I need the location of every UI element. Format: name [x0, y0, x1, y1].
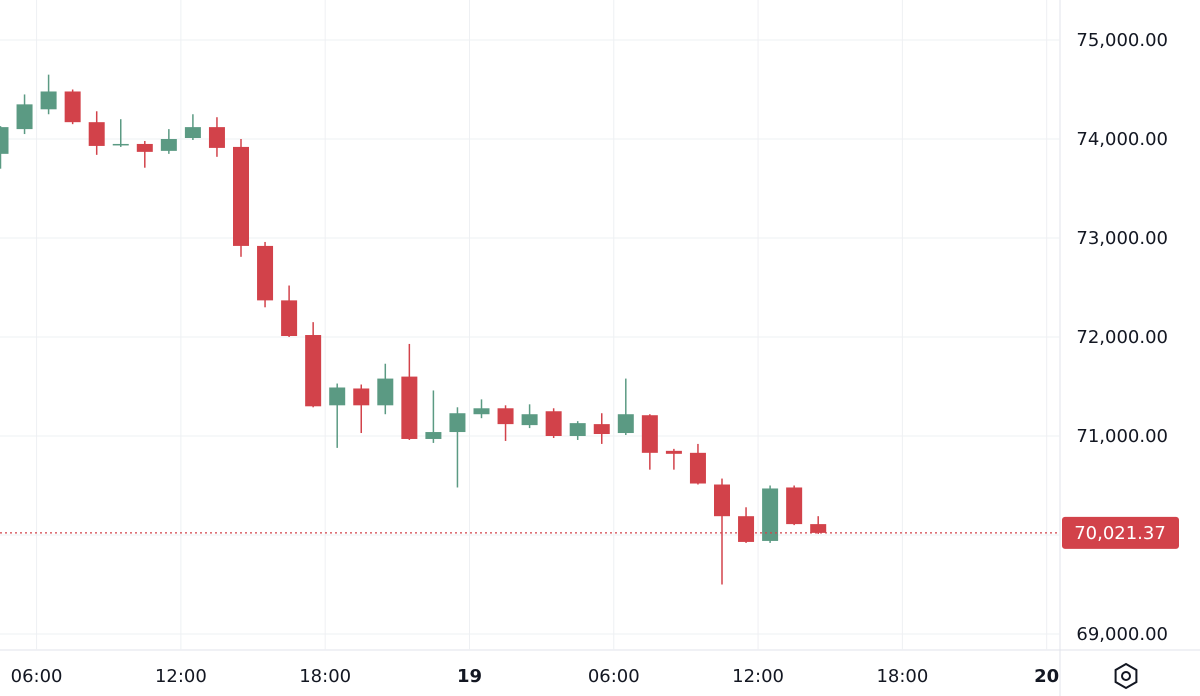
candle — [257, 241, 274, 308]
candle-body — [425, 432, 442, 439]
candle-body — [329, 387, 346, 406]
candle-body — [16, 104, 33, 130]
y-tick-label: 72,000.00 — [1076, 327, 1168, 348]
candle-body — [665, 450, 682, 454]
x-axis: 06:00 12:00 18:00 19 06:00 12:00 18:00 20 — [11, 666, 1060, 687]
candle — [569, 421, 586, 440]
candle — [40, 74, 57, 115]
candle-body — [545, 411, 562, 436]
current-price-label: 70,021.37 — [1074, 523, 1166, 544]
candle-body — [497, 408, 514, 425]
candle-body — [184, 127, 201, 139]
candle — [64, 89, 81, 125]
candle-body — [449, 413, 466, 433]
candle-body — [617, 414, 634, 434]
x-tick-label: 18:00 — [299, 666, 351, 687]
x-tick-label: 12:00 — [155, 666, 207, 687]
candle — [136, 140, 153, 168]
candle-body — [738, 516, 755, 542]
current-price-badge — [1062, 516, 1179, 549]
candle — [641, 414, 658, 470]
candle-body — [786, 487, 803, 525]
candle — [112, 119, 129, 147]
candle-body — [401, 376, 418, 439]
x-tick-label: 12:00 — [732, 666, 784, 687]
candle — [0, 126, 9, 169]
candle — [305, 322, 322, 408]
candle — [16, 94, 33, 135]
x-tick-label: 19 — [457, 666, 482, 687]
candle — [233, 139, 249, 257]
candle-body — [593, 424, 610, 435]
candle — [545, 408, 562, 438]
candle — [738, 507, 755, 543]
candle — [377, 363, 394, 415]
candle-body — [521, 414, 538, 426]
y-tick-label: 74,000.00 — [1076, 129, 1168, 150]
candle-body — [641, 415, 658, 453]
candle-body — [64, 91, 81, 123]
candle-body — [40, 91, 57, 110]
candle — [281, 285, 298, 337]
candle-body — [305, 335, 322, 407]
candle-body — [353, 388, 370, 406]
candle — [497, 405, 514, 441]
candle-body — [160, 139, 177, 151]
candle-body — [281, 300, 298, 337]
candle-body — [762, 488, 779, 541]
candle-body — [112, 143, 129, 146]
candle — [786, 485, 803, 526]
candle — [401, 343, 418, 440]
candle-body — [136, 143, 153, 152]
y-axis: 75,000.00 74,000.00 73,000.00 72,000.00 71,0… — [1076, 30, 1168, 645]
candle — [714, 478, 730, 585]
x-tick-label: 06:00 — [11, 666, 63, 687]
candle-body — [88, 122, 105, 146]
candle-body — [233, 146, 249, 246]
candle — [353, 384, 370, 434]
candle-body — [473, 408, 490, 415]
candle — [593, 413, 610, 444]
candle — [665, 448, 682, 470]
candle-body — [689, 452, 706, 484]
candle-body — [810, 524, 827, 533]
y-tick-label: 75,000.00 — [1076, 30, 1168, 51]
x-tick-label: 18:00 — [876, 666, 928, 687]
y-tick-label: 69,000.00 — [1076, 624, 1168, 645]
candle — [521, 404, 538, 429]
candle — [425, 390, 442, 443]
y-tick-label: 73,000.00 — [1076, 228, 1168, 249]
candle — [329, 383, 346, 448]
candle-body — [569, 423, 586, 436]
candle — [617, 378, 634, 436]
candle — [88, 111, 105, 155]
settings-icon[interactable] — [1114, 662, 1138, 690]
candle — [160, 129, 177, 154]
candle-body — [0, 127, 9, 154]
candle — [208, 117, 225, 157]
y-tick-label: 71,000.00 — [1076, 426, 1168, 447]
candle-body — [257, 245, 274, 301]
candles — [0, 74, 827, 585]
x-tick-label: 06:00 — [588, 666, 640, 687]
candle — [689, 443, 706, 485]
candle — [449, 407, 466, 488]
candle-body — [377, 378, 394, 406]
candle-body — [714, 484, 730, 517]
candle — [810, 516, 827, 535]
candle-body — [208, 127, 225, 148]
candle — [184, 114, 201, 140]
candle — [762, 485, 779, 543]
x-tick-label: 20 — [1034, 666, 1059, 687]
candle — [473, 399, 490, 419]
current-price-line: 70,021.37 — [0, 516, 1179, 549]
